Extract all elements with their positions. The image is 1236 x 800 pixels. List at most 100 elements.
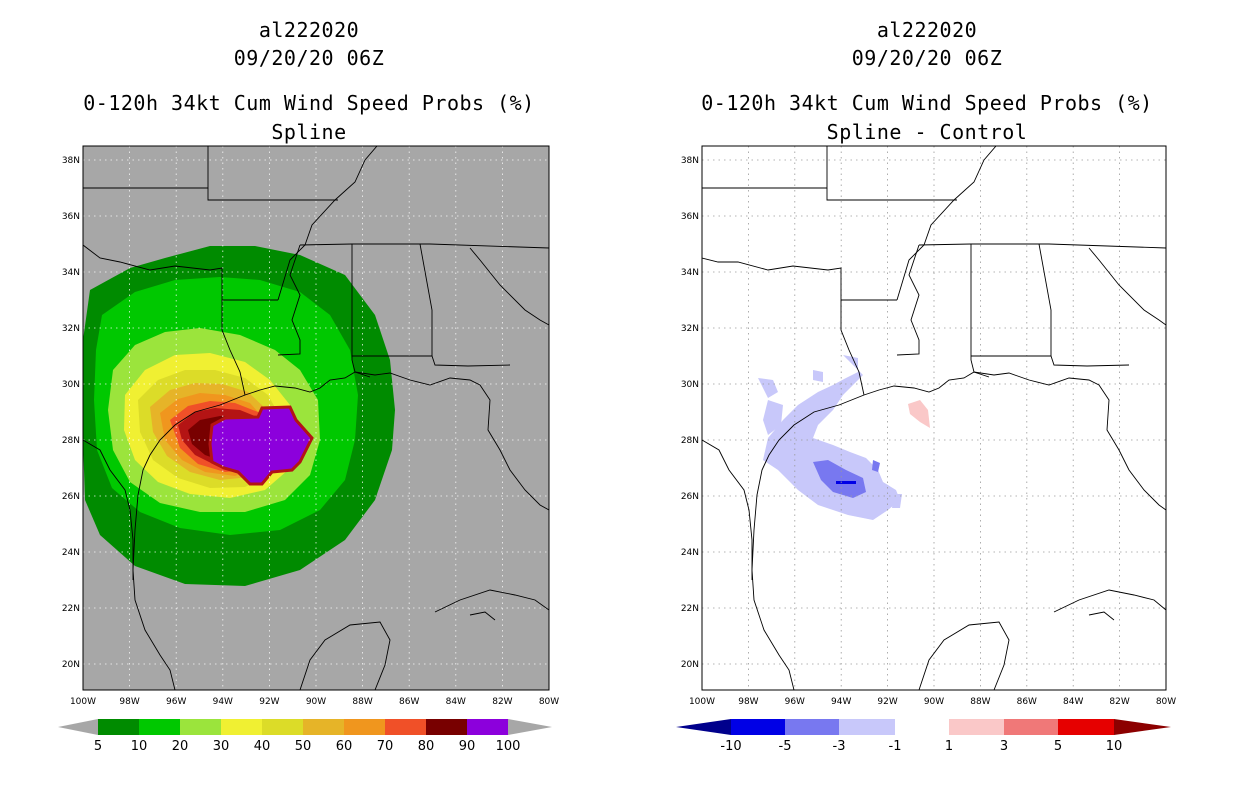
lon-tick: 84W	[1063, 697, 1083, 707]
colorbar-swatch	[139, 719, 180, 735]
colorbar-swatch	[221, 719, 262, 735]
map-outlines	[83, 146, 549, 690]
datetime-title: 09/20/20 06Z	[851, 46, 1003, 70]
lon-tick: 100W	[689, 697, 715, 707]
lat-tick: 30N	[681, 380, 699, 390]
colorbar-left: 5 10 20 30 40 50 60 70 80 90 100	[58, 719, 552, 754]
lat-tick: 20N	[681, 660, 699, 670]
map-outlines	[702, 146, 1166, 690]
colorbar-over-arrow	[508, 719, 552, 735]
lon-tick: 82W	[492, 697, 512, 707]
colorbar-swatch	[895, 719, 949, 735]
colorbar-swatch	[839, 719, 895, 735]
colorbar-label: 20	[172, 739, 189, 754]
lon-tick: 98W	[738, 697, 758, 707]
lat-tick: 30N	[62, 380, 80, 390]
lat-tick: 36N	[681, 212, 699, 222]
colorbar-swatch	[949, 719, 1004, 735]
method-title: Spline	[271, 120, 347, 144]
lat-tick: 32N	[681, 324, 699, 334]
colorbar-label: 50	[295, 739, 312, 754]
colorbar-label: 80	[418, 739, 435, 754]
difference-contours	[758, 355, 930, 520]
diff-minus1-to-minus3	[892, 494, 902, 508]
diff-minus3-to-minus5	[872, 460, 880, 472]
lat-tick: 28N	[62, 436, 80, 446]
storm-id-title: al222020	[876, 18, 978, 42]
lon-tick: 80W	[539, 697, 559, 707]
lon-tick: 96W	[166, 697, 186, 707]
colorbar-swatch	[1058, 719, 1114, 735]
lat-tick: 28N	[681, 436, 699, 446]
colorbar-label: 90	[459, 739, 476, 754]
colorbar-label: -3	[833, 739, 846, 754]
colorbar-label: 60	[336, 739, 353, 754]
contour-100	[208, 405, 314, 486]
lon-tick: 96W	[785, 697, 805, 707]
lat-axis: 38N 36N 34N 32N 30N 28N 26N 24N 22N 20N	[681, 156, 699, 670]
grid-lines	[83, 146, 549, 690]
product-title: 0-120h 34kt Cum Wind Speed Probs (%)	[83, 91, 535, 115]
colorbar-swatch	[344, 719, 385, 735]
colorbar-under-arrow	[58, 719, 98, 735]
diff-minus1-to-minus3	[763, 400, 783, 435]
colorbar-label: 10	[131, 739, 148, 754]
colorbar-label: 5	[94, 739, 102, 754]
lon-tick: 92W	[877, 697, 897, 707]
colorbar-over-arrow	[1114, 719, 1171, 735]
grid-lines	[702, 146, 1166, 690]
lon-tick: 92W	[259, 697, 279, 707]
colorbar-swatch	[426, 719, 467, 735]
lon-tick: 98W	[119, 697, 139, 707]
lat-tick: 20N	[62, 660, 80, 670]
colorbar-label: 3	[1000, 739, 1008, 754]
colorbar-right: -10 -5 -3 -1 1 3 5 10	[676, 719, 1171, 754]
colorbar-label: 30	[213, 739, 230, 754]
lon-tick: 90W	[306, 697, 326, 707]
right-panel: al222020 09/20/20 06Z 0-120h 34kt Cum Wi…	[618, 0, 1236, 800]
colorbar-label: 5	[1054, 739, 1062, 754]
colorbar-swatch	[467, 719, 508, 735]
colorbar-swatch	[1004, 719, 1058, 735]
difference-map: 38N 36N 34N 32N 30N 28N 26N 24N 22N 20N …	[676, 145, 1176, 754]
lat-tick: 26N	[681, 492, 699, 502]
method-title: Spline - Control	[826, 120, 1028, 144]
diff-minus1-to-minus3	[758, 378, 778, 398]
lat-tick: 34N	[62, 268, 80, 278]
colorbar-label: 40	[254, 739, 271, 754]
spline-map: 38N 36N 34N 32N 30N 28N 26N 24N 22N 20N …	[58, 145, 559, 754]
colorbar-swatch	[180, 719, 221, 735]
lon-tick: 90W	[924, 697, 944, 707]
datetime-title: 09/20/20 06Z	[233, 46, 385, 70]
lat-tick: 38N	[62, 156, 80, 166]
lat-tick: 32N	[62, 324, 80, 334]
diff-1-to-3	[908, 400, 930, 428]
probability-contours	[83, 246, 395, 586]
colorbar-swatch	[303, 719, 344, 735]
colorbar-swatch	[785, 719, 839, 735]
lat-tick: 36N	[62, 212, 80, 222]
colorbar-label: 1	[945, 739, 953, 754]
lat-tick: 34N	[681, 268, 699, 278]
colorbar-swatch	[98, 719, 139, 735]
lon-tick: 86W	[1017, 697, 1037, 707]
lon-axis: 100W 98W 96W 94W 92W 90W 88W 86W 84W 82W…	[689, 697, 1176, 707]
lat-axis: 38N 36N 34N 32N 30N 28N 26N 24N 22N 20N	[62, 156, 80, 670]
lat-tick: 22N	[62, 604, 80, 614]
lon-tick: 94W	[213, 697, 233, 707]
colorbar-label: -1	[889, 739, 902, 754]
colorbar-label: 100	[496, 739, 521, 754]
colorbar-swatch	[262, 719, 303, 735]
lat-tick: 24N	[62, 548, 80, 558]
diff-minus5-to-minus10	[836, 481, 856, 484]
left-panel: al222020 09/20/20 06Z 0-120h 34kt Cum Wi…	[58, 18, 559, 754]
lon-tick: 82W	[1109, 697, 1129, 707]
diff-minus1-to-minus3	[763, 355, 900, 520]
colorbar-under-arrow	[676, 719, 731, 735]
lon-tick: 100W	[70, 697, 96, 707]
colorbar-swatch	[385, 719, 426, 735]
colorbar-label: 10	[1106, 739, 1123, 754]
storm-id-title: al222020	[258, 18, 360, 42]
diff-minus1-to-minus3	[813, 370, 823, 382]
lat-tick: 26N	[62, 492, 80, 502]
